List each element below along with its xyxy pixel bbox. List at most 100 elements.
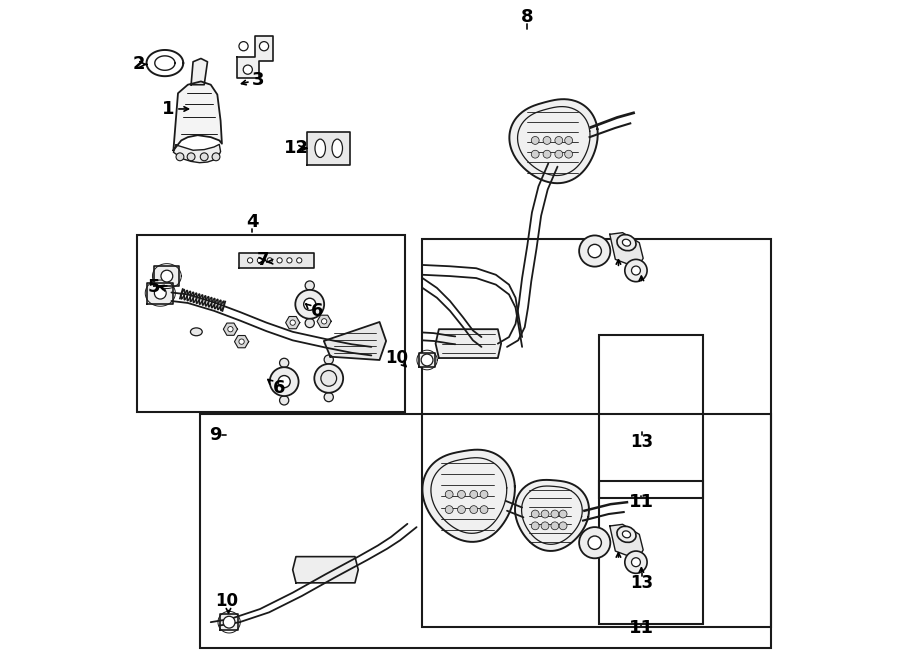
Polygon shape [292, 557, 358, 583]
Circle shape [176, 153, 184, 161]
Circle shape [421, 354, 433, 366]
Polygon shape [436, 329, 501, 358]
Ellipse shape [191, 328, 202, 336]
Circle shape [564, 136, 572, 144]
Circle shape [446, 506, 453, 514]
Circle shape [551, 522, 559, 529]
Circle shape [297, 258, 302, 263]
Circle shape [541, 522, 549, 529]
Circle shape [259, 42, 268, 51]
Circle shape [278, 375, 290, 388]
Bar [137, 235, 405, 412]
Circle shape [555, 136, 562, 144]
Polygon shape [238, 253, 314, 268]
Text: 7: 7 [256, 251, 269, 270]
Polygon shape [174, 81, 222, 150]
Circle shape [314, 364, 343, 393]
Polygon shape [155, 266, 179, 286]
Ellipse shape [616, 235, 636, 251]
Circle shape [480, 490, 488, 498]
Polygon shape [148, 283, 174, 303]
Circle shape [625, 259, 647, 282]
Circle shape [305, 281, 314, 290]
Circle shape [267, 258, 273, 263]
Circle shape [564, 150, 572, 158]
Circle shape [228, 327, 233, 332]
Circle shape [531, 150, 539, 158]
Circle shape [280, 396, 289, 405]
Circle shape [323, 372, 335, 385]
Text: 9: 9 [209, 426, 221, 444]
Polygon shape [307, 132, 350, 165]
Circle shape [457, 490, 465, 498]
Circle shape [543, 150, 551, 158]
Ellipse shape [315, 139, 326, 157]
Circle shape [531, 522, 539, 529]
Circle shape [625, 551, 647, 573]
Circle shape [243, 65, 252, 74]
Circle shape [155, 288, 166, 299]
Circle shape [290, 320, 295, 325]
Text: 13: 13 [631, 574, 653, 592]
Text: 2: 2 [132, 56, 145, 73]
Circle shape [551, 510, 559, 518]
Polygon shape [509, 99, 598, 183]
Circle shape [270, 368, 299, 396]
Polygon shape [317, 315, 331, 327]
Polygon shape [235, 336, 248, 348]
Circle shape [588, 245, 601, 258]
Circle shape [248, 258, 253, 263]
Circle shape [280, 358, 289, 368]
Polygon shape [237, 36, 273, 78]
Polygon shape [191, 58, 208, 85]
Ellipse shape [332, 139, 343, 157]
Text: 6: 6 [310, 302, 323, 320]
Circle shape [541, 510, 549, 518]
Polygon shape [610, 233, 644, 268]
Circle shape [238, 42, 248, 51]
Circle shape [579, 235, 610, 266]
Text: 13: 13 [631, 433, 653, 451]
Circle shape [446, 490, 453, 498]
Circle shape [321, 319, 327, 324]
Text: 11: 11 [629, 493, 654, 511]
Circle shape [212, 153, 220, 161]
Circle shape [632, 266, 641, 275]
Text: 10: 10 [385, 349, 408, 367]
Circle shape [543, 136, 551, 144]
Circle shape [324, 355, 333, 364]
Bar [200, 414, 771, 648]
Circle shape [559, 522, 567, 529]
Circle shape [277, 258, 283, 263]
Circle shape [161, 270, 173, 282]
Ellipse shape [623, 531, 631, 538]
Ellipse shape [623, 239, 631, 246]
Text: 11: 11 [629, 619, 654, 637]
Polygon shape [324, 322, 386, 360]
Bar [599, 481, 703, 624]
Text: 5: 5 [148, 278, 160, 296]
Circle shape [579, 527, 610, 559]
Polygon shape [285, 317, 300, 329]
Text: 6: 6 [274, 379, 286, 397]
Circle shape [187, 153, 195, 161]
Circle shape [470, 490, 478, 498]
Circle shape [470, 506, 478, 514]
Polygon shape [610, 524, 644, 559]
Circle shape [305, 319, 314, 328]
Text: 8: 8 [521, 8, 534, 26]
Circle shape [321, 370, 337, 386]
Text: 12: 12 [284, 139, 309, 157]
Circle shape [201, 153, 208, 161]
Polygon shape [174, 144, 220, 163]
Text: 1: 1 [162, 100, 175, 118]
Polygon shape [515, 480, 589, 551]
Circle shape [559, 510, 567, 518]
Circle shape [531, 136, 539, 144]
Polygon shape [223, 323, 238, 335]
Text: 3: 3 [252, 71, 265, 89]
Ellipse shape [616, 526, 636, 543]
Text: 4: 4 [246, 214, 258, 231]
Circle shape [555, 150, 562, 158]
Polygon shape [418, 353, 436, 368]
